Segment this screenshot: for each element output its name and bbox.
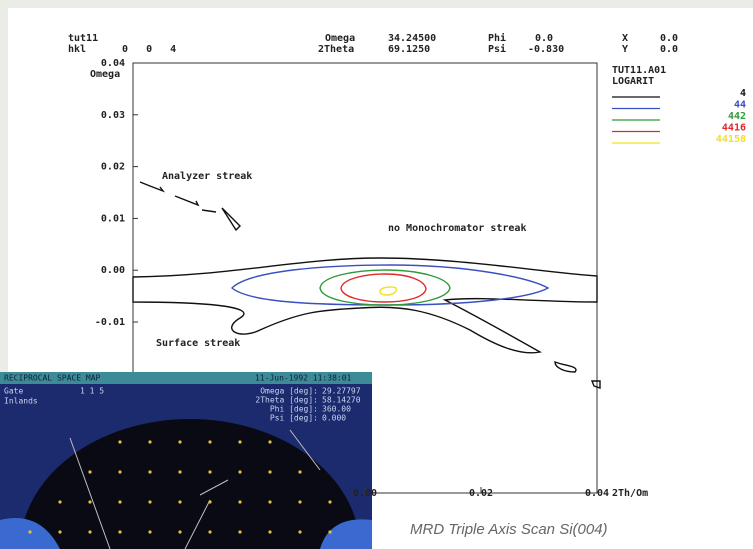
inset-param-value: 360.00	[322, 405, 351, 414]
annotation: no Monochromator streak	[388, 223, 526, 234]
y-tick-label: 0.03	[101, 110, 125, 121]
inset-dot	[268, 470, 271, 473]
inset-dot	[268, 440, 271, 443]
inset-dot	[298, 470, 301, 473]
inset-dot	[58, 500, 61, 503]
page: tut11 hkl 0 0 4 Omega 34.24500 2Theta 69…	[0, 0, 753, 549]
inset-dot	[208, 470, 211, 473]
inset-dot	[238, 470, 241, 473]
inset-dot	[58, 530, 61, 533]
legend-label: 44158	[716, 134, 746, 145]
phi-label: Phi	[488, 32, 506, 44]
inset-dot	[118, 440, 121, 443]
caption: MRD Triple Axis Scan Si(004)	[410, 521, 608, 538]
annotation: Surface streak	[156, 338, 240, 349]
inset-dot	[178, 530, 181, 533]
scale: LOGARIT	[612, 76, 654, 87]
inset-param-label: Psi [deg]:	[270, 414, 318, 423]
y-tick-label: 0.01	[101, 213, 125, 224]
inset-dot	[268, 530, 271, 533]
y-axis-label: Omega	[90, 69, 120, 80]
y-tick-label: 0.02	[101, 162, 125, 173]
y-tick-label: 0.00	[101, 265, 125, 276]
inset-date: 11-Jun-1992 11:38:01	[255, 374, 352, 383]
legend-label: 44	[734, 100, 746, 111]
x: 0.0	[660, 33, 678, 44]
sample: tut11	[68, 33, 98, 44]
inset-sub-label: Inlands	[4, 397, 38, 406]
annotation: Analyzer streak	[162, 171, 252, 182]
inset-dot	[238, 530, 241, 533]
omega-label: Omega	[325, 33, 355, 44]
inset-dot	[328, 500, 331, 503]
inset-dot	[238, 440, 241, 443]
phi: 0.0	[535, 33, 553, 44]
inset-dot	[148, 500, 151, 503]
hkl-label: hkl	[68, 44, 86, 55]
inset-title: RECIPROCAL SPACE MAP	[4, 374, 101, 383]
inset-dot	[178, 440, 181, 443]
inset-param-value: 0.000	[322, 414, 346, 423]
inset-param-value: 58.14270	[322, 396, 361, 405]
y: 0.0	[660, 44, 678, 55]
inset-param-label: 2Theta [deg]:	[255, 396, 318, 405]
inset-dot	[88, 500, 91, 503]
x-axis-label: 2Th/Om	[612, 488, 648, 499]
inset-dot	[268, 500, 271, 503]
x-label: X	[622, 33, 628, 44]
y-label: Y	[622, 44, 628, 55]
psi-label: Psi	[488, 43, 506, 55]
file-name: TUT11.A01	[612, 65, 666, 76]
inset-dot	[328, 530, 331, 533]
twotheta-label: 2Theta	[318, 44, 354, 55]
inset-dot	[298, 500, 301, 503]
inset-dot	[208, 530, 211, 533]
inset-dot	[148, 530, 151, 533]
legend-label: 4	[740, 88, 746, 99]
inset-gate: 1 1 5	[80, 387, 104, 396]
omega: 34.24500	[388, 33, 436, 44]
inset-dot	[238, 500, 241, 503]
y-tick-label: -0.01	[95, 317, 125, 328]
inset-gate-label: Gate	[4, 387, 23, 396]
inset-dot	[148, 470, 151, 473]
inset-dot	[28, 530, 31, 533]
inset-param-label: Omega [deg]:	[260, 387, 318, 396]
inset-dot	[178, 500, 181, 503]
inset-dot	[88, 530, 91, 533]
inset-dot	[178, 470, 181, 473]
inset-dot	[118, 530, 121, 533]
legend-label: 4416	[722, 123, 746, 134]
inset-dot	[88, 470, 91, 473]
inset-param-label: Phi [deg]:	[270, 405, 318, 414]
inset-dot	[118, 470, 121, 473]
inset-dot	[298, 530, 301, 533]
inset-dot	[208, 440, 211, 443]
psi: -0.830	[528, 44, 564, 55]
legend-label: 442	[728, 111, 746, 122]
inset-param-value: 29.27797	[322, 387, 361, 396]
inset-dot	[148, 440, 151, 443]
twotheta: 69.1250	[388, 44, 430, 55]
y-tick-label: 0.04	[101, 58, 125, 69]
inset-dot	[118, 500, 121, 503]
hkl: 0 0 4	[122, 44, 176, 55]
inset-dot	[208, 500, 211, 503]
inset-screenshot: RECIPROCAL SPACE MAP 11-Jun-1992 11:38:0…	[0, 372, 372, 549]
